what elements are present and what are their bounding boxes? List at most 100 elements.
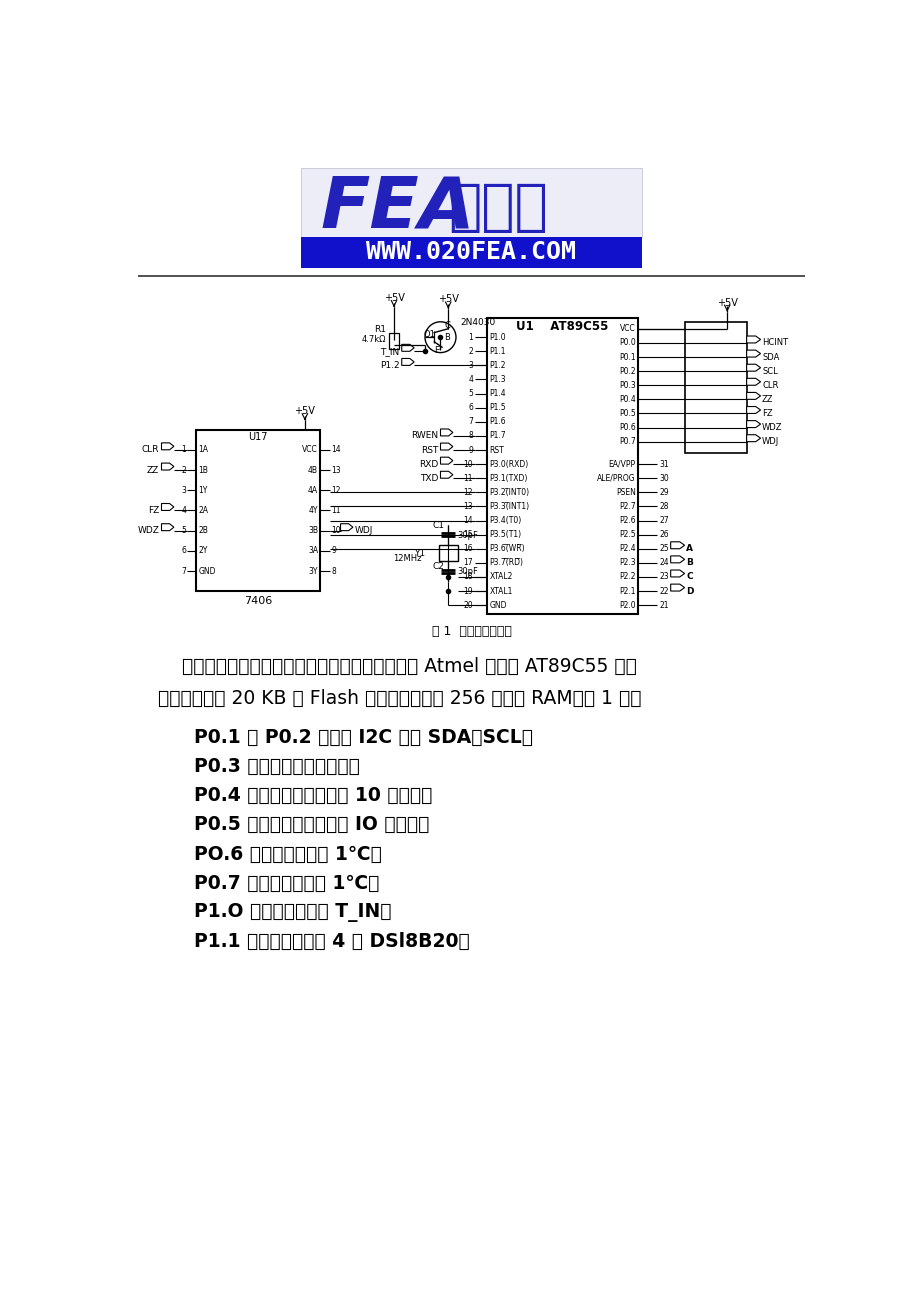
- Polygon shape: [746, 421, 760, 427]
- Text: P0.6: P0.6: [618, 423, 635, 432]
- FancyBboxPatch shape: [486, 318, 638, 615]
- Text: 4A: 4A: [308, 486, 318, 495]
- Text: 15: 15: [463, 530, 472, 539]
- Text: 2: 2: [181, 466, 186, 474]
- Text: 11: 11: [331, 506, 340, 514]
- Text: P0.4: P0.4: [618, 395, 635, 404]
- Text: P2.6: P2.6: [618, 516, 635, 525]
- Text: CLR: CLR: [761, 380, 777, 389]
- Text: A: A: [686, 544, 692, 553]
- Text: P3.0(RXD): P3.0(RXD): [489, 460, 528, 469]
- Text: WDZ: WDZ: [761, 423, 782, 432]
- Text: 26: 26: [658, 530, 668, 539]
- Text: P0.4 口实现步进电机正转 10 个脉冲；: P0.4 口实现步进电机正转 10 个脉冲；: [167, 786, 432, 805]
- Text: Y1: Y1: [414, 548, 425, 557]
- Text: TXD: TXD: [419, 474, 437, 483]
- Text: P0.2: P0.2: [618, 367, 635, 376]
- Text: RXD: RXD: [418, 460, 437, 469]
- Text: 29: 29: [658, 488, 668, 497]
- Text: ZZ: ZZ: [761, 395, 773, 404]
- Text: 1: 1: [181, 445, 186, 454]
- Polygon shape: [440, 457, 452, 464]
- Text: CLR: CLR: [142, 445, 159, 454]
- Text: 图 1  单片机连接电路: 图 1 单片机连接电路: [431, 625, 511, 638]
- Text: 8: 8: [331, 566, 335, 575]
- Text: 11: 11: [463, 474, 472, 483]
- Text: P2.2: P2.2: [618, 573, 635, 582]
- Text: P0.7: P0.7: [618, 437, 635, 447]
- Text: 12: 12: [463, 488, 472, 497]
- Text: 2: 2: [468, 346, 472, 355]
- Text: 2A: 2A: [199, 506, 209, 514]
- Text: 4Y: 4Y: [308, 506, 318, 514]
- Text: FZ: FZ: [761, 409, 772, 418]
- Text: C: C: [444, 322, 449, 331]
- Text: P0.3: P0.3: [618, 380, 635, 389]
- Text: 12: 12: [331, 486, 340, 495]
- Text: P3.1(TXD): P3.1(TXD): [489, 474, 528, 483]
- Text: +5V: +5V: [437, 294, 459, 305]
- Text: 19: 19: [463, 586, 472, 595]
- Text: 10: 10: [463, 460, 472, 469]
- Text: D: D: [686, 586, 693, 595]
- Text: 9: 9: [468, 445, 472, 454]
- Text: T_IN: T_IN: [380, 346, 399, 355]
- Text: WDJ: WDJ: [354, 526, 372, 535]
- Text: U1    AT89C55: U1 AT89C55: [516, 320, 608, 333]
- Text: 3B: 3B: [308, 526, 318, 535]
- Text: 3Y: 3Y: [308, 566, 318, 575]
- Text: P2.1: P2.1: [618, 586, 635, 595]
- Polygon shape: [162, 523, 174, 531]
- Text: FEA: FEA: [320, 173, 474, 242]
- Text: EA/VPP: EA/VPP: [608, 460, 635, 469]
- Text: P2.4: P2.4: [618, 544, 635, 553]
- Text: SDA: SDA: [761, 353, 778, 362]
- Text: 4B: 4B: [308, 466, 318, 474]
- Text: 20: 20: [463, 600, 472, 609]
- Text: P2.7: P2.7: [618, 503, 635, 510]
- Text: WDZ: WDZ: [137, 526, 159, 535]
- FancyBboxPatch shape: [301, 168, 641, 237]
- Text: +5V: +5V: [294, 406, 315, 417]
- Text: 9: 9: [331, 547, 335, 556]
- Polygon shape: [162, 464, 174, 470]
- Text: P0.5: P0.5: [618, 409, 635, 418]
- Polygon shape: [340, 523, 353, 531]
- FancyBboxPatch shape: [301, 237, 641, 268]
- Text: P3.7(̅RD̅): P3.7(̅RD̅): [489, 559, 523, 568]
- Text: 2N4030: 2N4030: [460, 318, 494, 327]
- Polygon shape: [746, 336, 760, 342]
- Text: +5V: +5V: [383, 293, 404, 303]
- Polygon shape: [746, 379, 760, 385]
- Text: 4.7kΩ: 4.7kΩ: [361, 335, 386, 344]
- Polygon shape: [746, 350, 760, 357]
- Text: P1.2: P1.2: [380, 361, 399, 370]
- Text: P2.5: P2.5: [618, 530, 635, 539]
- Text: VCC: VCC: [302, 445, 318, 454]
- Text: P1.1: P1.1: [489, 346, 505, 355]
- Text: 12MHz: 12MHz: [392, 555, 421, 562]
- Polygon shape: [746, 435, 760, 441]
- Text: 1A: 1A: [199, 445, 209, 454]
- Text: 14: 14: [463, 516, 472, 525]
- Polygon shape: [402, 358, 414, 366]
- Text: R1: R1: [374, 326, 386, 335]
- FancyBboxPatch shape: [438, 546, 457, 561]
- Polygon shape: [162, 443, 174, 449]
- Text: U17: U17: [248, 432, 267, 443]
- Text: P2.3: P2.3: [618, 559, 635, 568]
- Text: 由于程序比较大和中间变量比较多，这里采用了 Atmel 公司的 AT89C55 型单: 由于程序比较大和中间变量比较多，这里采用了 Atmel 公司的 AT89C55 …: [157, 656, 636, 676]
- Text: 5: 5: [181, 526, 186, 535]
- Text: ZZ: ZZ: [147, 466, 159, 474]
- Text: GND: GND: [489, 600, 506, 609]
- Text: Q1: Q1: [423, 331, 435, 340]
- Text: 7: 7: [181, 566, 186, 575]
- Text: RWEN: RWEN: [411, 431, 437, 440]
- Text: +5V: +5V: [716, 298, 737, 307]
- Polygon shape: [440, 443, 452, 450]
- Text: P1.2: P1.2: [489, 361, 505, 370]
- Text: P3.6(̅WR̅): P3.6(̅WR̅): [489, 544, 525, 553]
- Text: VCC: VCC: [619, 324, 635, 333]
- FancyBboxPatch shape: [196, 430, 320, 591]
- Text: P0.1 和 P0.2 口模拟 I2C 总线 SDA、SCL；: P0.1 和 P0.2 口模拟 I2C 总线 SDA、SCL；: [167, 728, 532, 746]
